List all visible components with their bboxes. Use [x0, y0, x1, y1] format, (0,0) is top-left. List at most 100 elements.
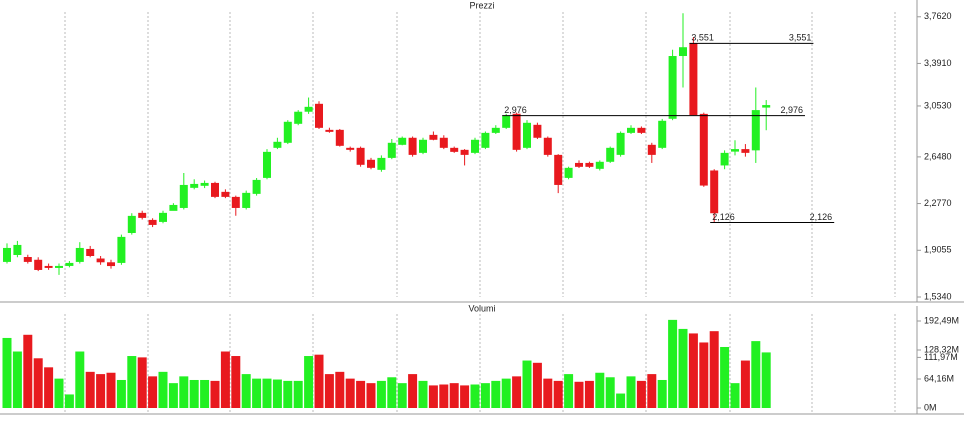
volume-bar [85, 371, 95, 408]
candle-body [460, 149, 469, 155]
volume-bar [210, 380, 220, 408]
candle-body [710, 170, 719, 214]
candle-body [689, 43, 698, 116]
candle-body [252, 179, 261, 194]
volume-bar [272, 379, 282, 408]
volume-bar [54, 378, 64, 408]
y-tick-label: 3,7620 [924, 11, 952, 21]
volume-bar [751, 341, 761, 408]
volume-bar [64, 394, 74, 408]
candle-body [159, 212, 167, 222]
candle-body [294, 111, 303, 124]
candle-body [127, 215, 136, 233]
candle-body [13, 244, 22, 255]
volume-bar [522, 360, 532, 408]
volume-bar [366, 383, 376, 408]
candle-body [44, 265, 53, 268]
vertical-grid [64, 12, 896, 412]
volume-bar [158, 371, 168, 408]
volume-bar [2, 337, 12, 408]
volume-bar [200, 379, 210, 408]
candle-body [179, 184, 188, 208]
volume-bar [595, 372, 605, 408]
volume-bar [657, 379, 667, 408]
y-tick-label: 0M [924, 402, 937, 412]
candle-body [377, 157, 386, 170]
candle-body [138, 212, 147, 218]
candle-body [273, 141, 282, 148]
level-label: 3,551 [789, 33, 812, 43]
y-tick-label: 3,3910 [924, 58, 952, 68]
candle-body [627, 127, 635, 133]
y-tick-label: 128,32M [924, 344, 959, 354]
volume-bar [688, 333, 698, 408]
volume-bar [470, 384, 480, 408]
candle-body [512, 113, 521, 150]
volume-bar [252, 378, 262, 408]
y-tick-label: 2,2770 [924, 198, 952, 208]
candle-body [3, 247, 11, 262]
volume-bar [168, 383, 178, 408]
volume-bar [428, 385, 438, 408]
candle-body [148, 219, 157, 225]
candle-body [502, 115, 511, 128]
volume-bar [668, 319, 678, 408]
y-tick-label: 3,0530 [924, 100, 952, 110]
candle-body [679, 47, 687, 57]
volume-bar [501, 378, 511, 408]
volume-bar [532, 362, 542, 408]
candle-body [741, 149, 750, 153]
volume-bar [345, 378, 355, 408]
volume-bar [137, 357, 147, 408]
candle-body [325, 129, 334, 132]
volume-bar [647, 374, 657, 408]
volume-bar [418, 380, 428, 408]
candle-body [751, 110, 760, 151]
candle-body [731, 149, 739, 152]
candle-body [481, 132, 490, 148]
volume-bar [75, 351, 85, 408]
candle-body [450, 147, 459, 152]
volume-bar [262, 378, 272, 408]
volume-bar [397, 383, 407, 408]
volume-bar [460, 385, 470, 408]
candle-body [231, 196, 240, 208]
candle-body [200, 182, 209, 186]
volume-bar [324, 374, 334, 408]
volume-bar [408, 374, 418, 408]
volume-bar [12, 351, 22, 408]
candle-body [647, 144, 656, 155]
candle-body [523, 122, 531, 148]
candle-body [575, 162, 583, 167]
volume-bar [23, 334, 33, 408]
candle-body [55, 265, 63, 268]
volume-bar [574, 381, 584, 408]
candle-body [34, 259, 43, 270]
volume-bar [116, 379, 126, 408]
candle-body [533, 124, 542, 138]
volume-bar [553, 380, 563, 408]
volume-bar [376, 380, 386, 408]
volume-bar [189, 379, 199, 408]
level-label: 3,551 [691, 33, 714, 43]
candle-body [543, 137, 552, 155]
volume-bar [699, 342, 709, 408]
candle-body [221, 191, 230, 197]
volume-title: Volumi [468, 303, 495, 313]
candle-body [242, 192, 251, 208]
candle-body [169, 204, 178, 211]
candle-body [554, 154, 563, 185]
candle-body [429, 134, 438, 140]
candle-body [346, 147, 355, 150]
volume-bar [730, 383, 740, 408]
candle-body [471, 139, 479, 153]
volume-bar [480, 383, 490, 408]
volume-bar [304, 356, 314, 408]
candle-body [190, 183, 199, 188]
volume-bar [127, 356, 137, 408]
candle-body [86, 248, 95, 256]
volume-bar [678, 328, 688, 408]
y-tick-label: 64,16M [924, 373, 954, 383]
candle-body [335, 129, 344, 146]
candle-body [304, 106, 313, 112]
